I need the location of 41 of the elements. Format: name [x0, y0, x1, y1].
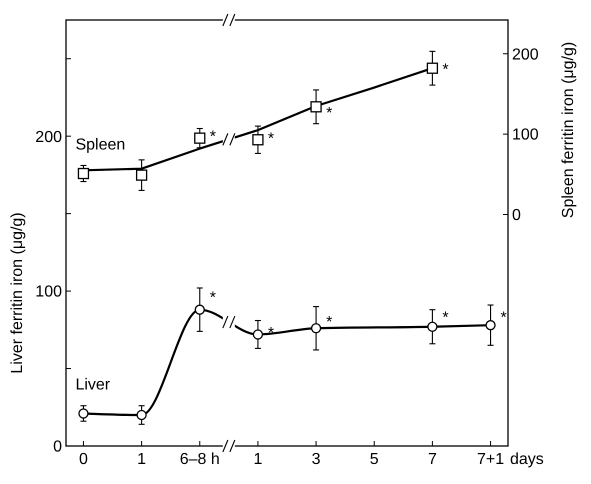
point	[194, 132, 206, 144]
series-label: Liver	[75, 376, 111, 394]
y2-axis-title: Spleen ferritin iron (μg/g)	[560, 42, 577, 218]
annotation: *	[210, 128, 216, 146]
annotation: *	[268, 130, 274, 148]
x-tick-label: 7+1	[476, 451, 504, 468]
x-tick-label: 1	[137, 451, 146, 468]
annotation: *	[268, 325, 274, 342]
point	[78, 168, 90, 180]
annotation: *	[442, 62, 449, 79]
annotation: *	[326, 314, 332, 332]
x-tick-label: 7	[428, 451, 437, 468]
point	[427, 322, 438, 332]
y-tick-label: 0	[53, 438, 62, 456]
point	[252, 329, 264, 340]
y-tick-label: 200	[35, 128, 62, 146]
y2-tick-label: 200	[512, 46, 539, 64]
annotation: *	[500, 310, 507, 327]
point	[136, 410, 147, 420]
y-tick-label: 100	[35, 284, 62, 301]
x-tick-label: 3	[312, 451, 321, 468]
x-tick-label: 5	[370, 451, 379, 468]
annotation: *	[210, 289, 216, 306]
series-label: Spleen	[75, 136, 126, 154]
x-axis-title: days	[510, 451, 544, 468]
point	[485, 320, 496, 330]
point	[426, 62, 438, 74]
point	[310, 323, 322, 334]
annotation: *	[326, 105, 332, 122]
y-axis-title: Liver ferritin iron (μg/g)	[9, 212, 26, 374]
point	[78, 408, 89, 419]
point	[310, 101, 322, 112]
point	[194, 304, 205, 315]
y2-tick-label: 0	[512, 207, 521, 224]
x-tick-label: 0	[78, 451, 88, 468]
x-tick-label: 1	[253, 451, 262, 468]
point	[136, 169, 148, 181]
x-tick-label: 6–8 h	[180, 451, 220, 468]
y2-tick-label: 100	[512, 126, 539, 144]
annotation: *	[442, 310, 449, 327]
point	[252, 134, 264, 146]
